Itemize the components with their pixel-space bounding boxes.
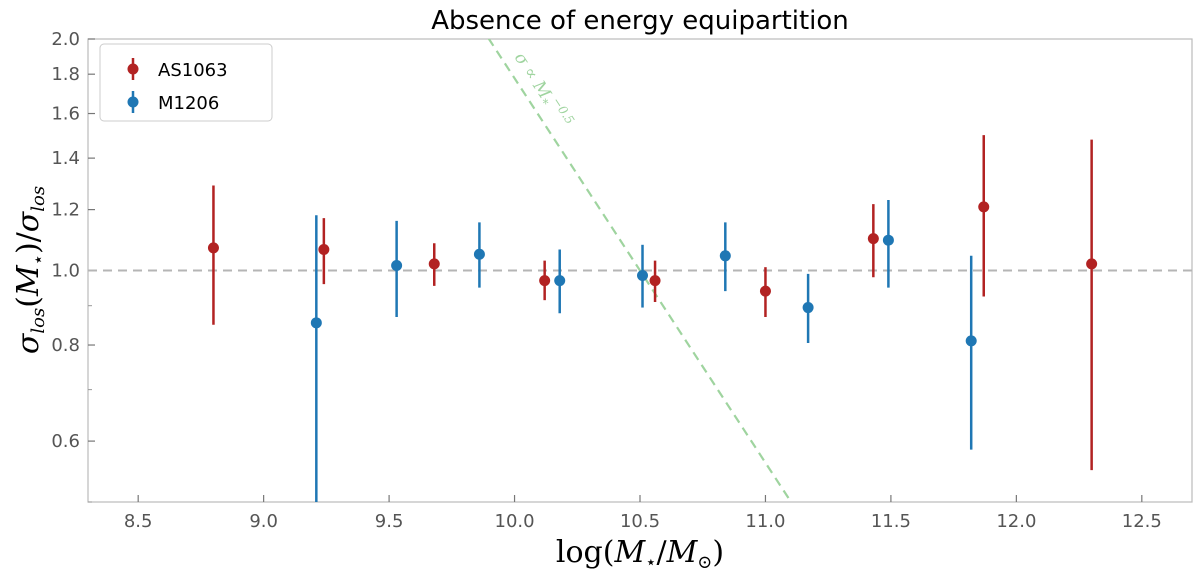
point-as1063-1: [318, 243, 330, 255]
point-m1206-2: [473, 248, 485, 260]
y-tick-label-0: 0.6: [51, 431, 80, 452]
x-axis-label: log(M⋆/M⊙): [556, 535, 724, 573]
point-m1206-7: [882, 234, 894, 246]
point-m1206-6: [802, 302, 814, 314]
point-as1063-8: [1086, 258, 1098, 270]
point-m1206-1: [391, 260, 403, 272]
x-tick-label-3: 10.0: [495, 511, 535, 532]
point-as1063-6: [867, 233, 879, 245]
y-axis-label: σlos(M⋆)/σlos: [11, 186, 49, 354]
x-tick-label-8: 12.5: [1122, 511, 1162, 532]
y-tick-label-3: 1.2: [51, 200, 80, 221]
x-tick-label-5: 11.0: [745, 511, 785, 532]
legend-frame: [99, 43, 273, 122]
point-as1063-7: [978, 201, 990, 213]
point-as1063-5: [759, 285, 771, 297]
series-as1063: [207, 135, 1098, 471]
y-tick-label-2: 1.0: [51, 261, 80, 282]
series-m1206: [310, 200, 977, 502]
legend-item-as1063: AS1063: [127, 58, 228, 81]
y-tick-label-6: 1.8: [51, 64, 80, 85]
point-m1206-0: [310, 317, 322, 329]
y-tick-label-5: 1.6: [51, 104, 80, 125]
reference-lines: [88, 39, 1192, 502]
x-tick-label-7: 12.0: [996, 511, 1036, 532]
x-tick-label-1: 9.0: [249, 511, 278, 532]
point-m1206-8: [965, 335, 977, 347]
point-m1206-4: [637, 270, 649, 282]
point-as1063-3: [539, 275, 551, 287]
data-series: [207, 135, 1098, 502]
legend-label-as1063: AS1063: [158, 60, 228, 81]
y-tick-label-4: 1.4: [51, 148, 80, 169]
x-tick-label-2: 9.5: [375, 511, 404, 532]
x-tick-label-0: 8.5: [124, 511, 153, 532]
x-tick-label-6: 11.5: [871, 511, 911, 532]
legend-marker-m1206: [127, 96, 139, 108]
point-m1206-5: [719, 250, 731, 262]
point-as1063-2: [428, 258, 440, 270]
model-line: [487, 39, 793, 502]
legend-marker-as1063: [127, 63, 139, 75]
point-as1063-0: [207, 242, 219, 254]
legend: AS1063 M1206: [99, 43, 273, 122]
point-as1063-4: [649, 275, 661, 287]
axis-ticks: 8.5 9.0 9.5 10.0 10.5 11.0 11.5 12.0 12.5 0.6 0.8 1…: [51, 29, 1161, 532]
y-tick-label-7: 2.0: [51, 29, 80, 50]
legend-item-m1206: M1206: [127, 91, 219, 114]
legend-label-m1206: M1206: [158, 93, 219, 114]
x-tick-label-4: 10.5: [620, 511, 660, 532]
point-m1206-3: [554, 275, 566, 287]
y-tick-label-1: 0.8: [51, 335, 80, 356]
chart-title: Absence of energy equipartition: [431, 6, 849, 36]
